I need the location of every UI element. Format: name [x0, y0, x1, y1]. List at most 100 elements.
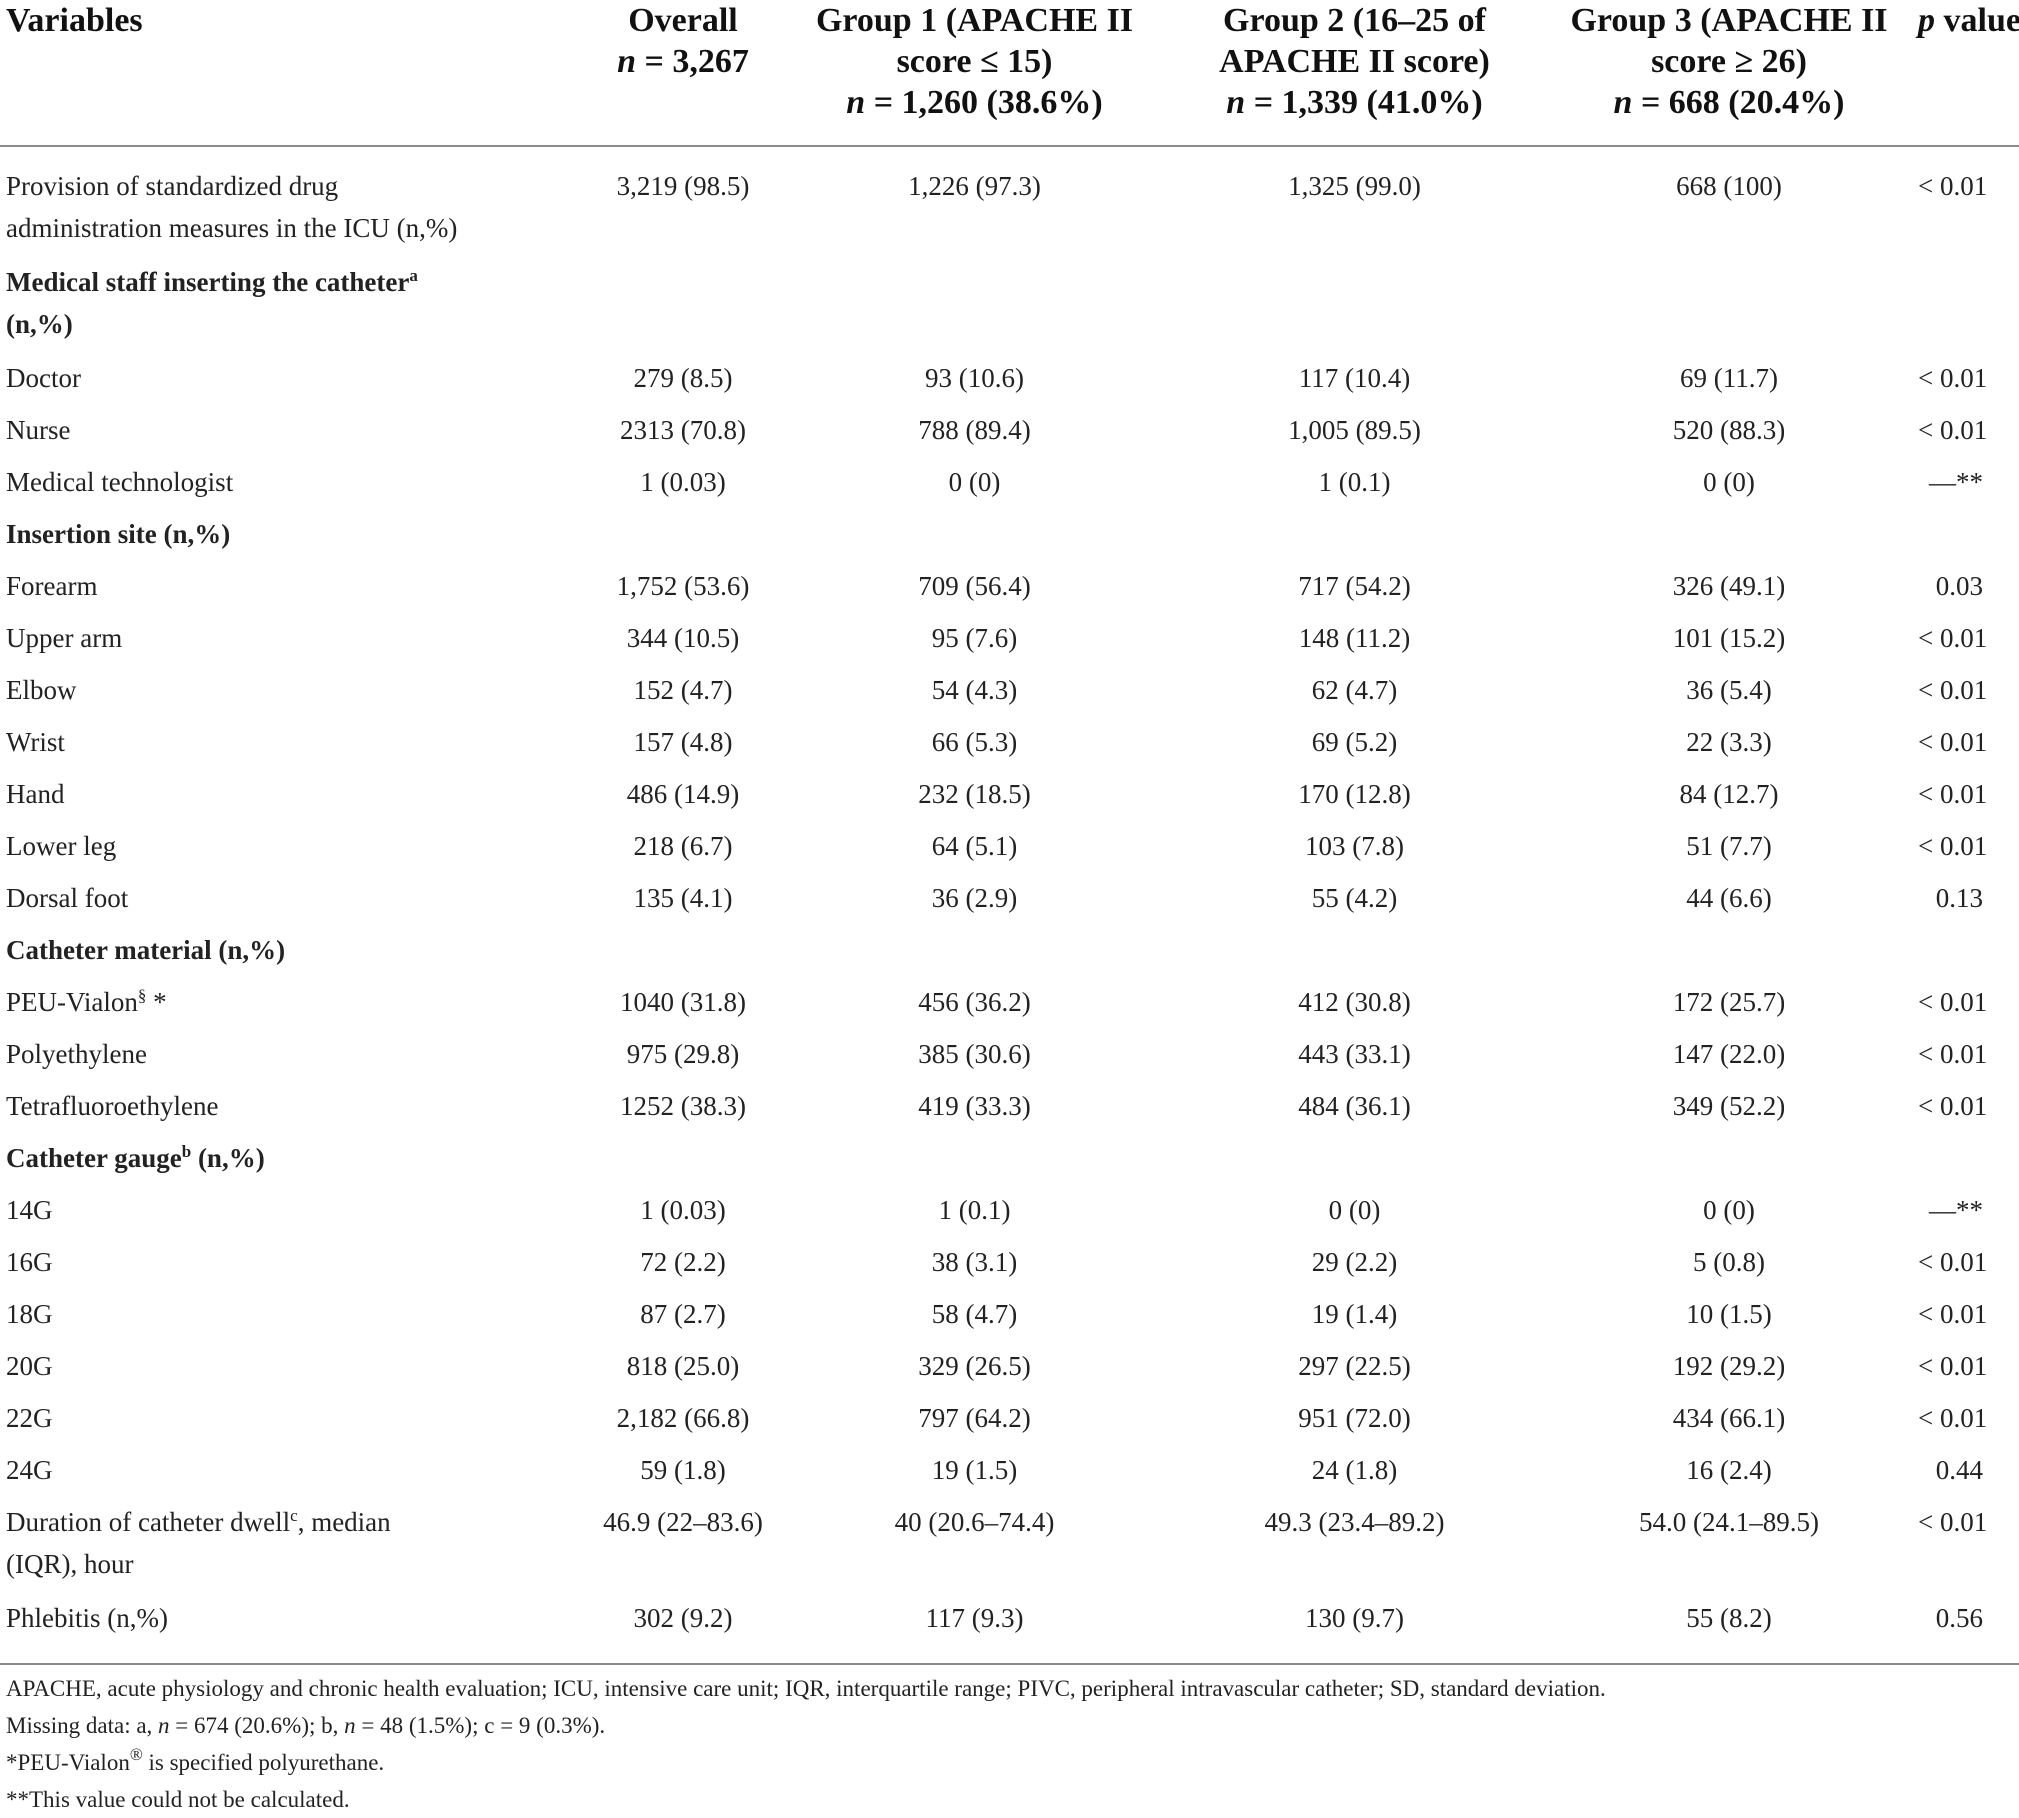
section-label-text: Medical staff inserting the catheter — [6, 267, 410, 297]
cell-group2: 69 (5.2) — [1311, 727, 1398, 757]
n-value: = 3,267 — [636, 43, 749, 80]
cell-group1: 709 (56.4) — [918, 571, 1031, 601]
section-label: Medical staff inserting the cathetera (n,… — [0, 261, 2019, 357]
row-label-text: Duration of catheter dwell — [6, 1507, 291, 1537]
cell-group3: 0 (0) — [1703, 467, 1755, 497]
cell-overall: 2313 (70.8) — [620, 415, 746, 445]
cell-overall: 1 (0.03) — [640, 467, 726, 497]
table-row-nurse: Nurse 2313 (70.8) 788 (89.4) 1,005 (89.5… — [0, 409, 2019, 461]
cell-pvalue: 0.13 — [1935, 883, 1983, 913]
table-row-peu-vialon: PEU-Vialon§ * 1040 (31.8) 456 (36.2) 412… — [0, 981, 2019, 1033]
cell-group2: 412 (30.8) — [1298, 987, 1411, 1017]
header-group2-title-line1: Group 2 (16–25 of — [1223, 2, 1486, 39]
row-label: Wrist — [6, 727, 65, 757]
n-symbol: n — [1226, 84, 1246, 121]
table-footnotes: APACHE, acute physiology and chronic hea… — [6, 1670, 2006, 1818]
cell-group1: 1,226 (97.3) — [908, 171, 1041, 201]
cell-group1: 117 (9.3) — [780, 1597, 1169, 1665]
footnote-missing-data: Missing data: a, n = 674 (20.6%); b, n =… — [6, 1707, 2006, 1744]
section-label-text: Catheter gauge — [6, 1143, 182, 1173]
cell-group2: 103 (7.8) — [1305, 831, 1404, 861]
cell-group1: 66 (5.3) — [931, 727, 1018, 757]
cell-group3: 10 (1.5) — [1686, 1299, 1772, 1329]
cell-group3: 55 (8.2) — [1540, 1597, 1918, 1665]
section-row-catheter-material: Catheter material (n,%) — [0, 929, 2019, 981]
cell-group1: 419 (33.3) — [918, 1091, 1031, 1121]
row-label-suffix: , median — [297, 1507, 391, 1537]
cell-overall: 279 (8.5) — [633, 363, 733, 393]
cell-group2: 297 (22.5) — [1298, 1351, 1411, 1381]
results-table: Variables Overall n = 3,267 Group 1 (APA… — [0, 0, 2019, 1665]
row-label: Provision of standardized drug administra… — [0, 146, 586, 261]
header-overall: Overall n = 3,267 — [586, 0, 780, 147]
row-label: 18G — [6, 1299, 53, 1329]
cell-group2: 55 (4.2) — [1311, 883, 1398, 913]
cell-group3: 434 (66.1) — [1672, 1403, 1786, 1433]
cell-pvalue: < 0.01 — [1918, 675, 1988, 705]
row-label-line1: Provision of standardized drug — [6, 171, 339, 201]
header-pvalue: p value — [1918, 0, 2019, 147]
cell-pvalue: < 0.01 — [1918, 1351, 1988, 1381]
table-row-18g: 18G 87 (2.7) 58 (4.7) 19 (1.4) 10 (1.5) … — [0, 1293, 2019, 1345]
cell-overall: 46.9 (22–83.6) — [603, 1507, 763, 1537]
cell-group1: 788 (89.4) — [918, 415, 1031, 445]
footnote-abbreviations: APACHE, acute physiology and chronic hea… — [6, 1676, 1606, 1701]
section-label: Catheter material (n,%) — [6, 935, 286, 965]
table-row-polyethylene: Polyethylene 975 (29.8) 385 (30.6) 443 (… — [0, 1033, 2019, 1085]
table-row-phlebitis: Phlebitis (n,%) 302 (9.2) 117 (9.3) 130 … — [0, 1597, 2019, 1665]
table-row-provision: Provision of standardized drug administra… — [0, 146, 2019, 261]
table-row-upper-arm: Upper arm 344 (10.5) 95 (7.6) 148 (11.2)… — [0, 617, 2019, 669]
cell-overall: 72 (2.2) — [640, 1247, 726, 1277]
cell-pvalue: < 0.01 — [1918, 1039, 1988, 1069]
cell-pvalue: < 0.01 — [1918, 1299, 1988, 1329]
cell-group2: 443 (33.1) — [1298, 1039, 1411, 1069]
results-table-container: Variables Overall n = 3,267 Group 1 (APA… — [0, 0, 2019, 1665]
table-row-22g: 22G 2,182 (66.8) 797 (64.2) 951 (72.0) 4… — [0, 1397, 2019, 1449]
table-row-lower-leg: Lower leg 218 (6.7) 64 (5.1) 103 (7.8) 5… — [0, 825, 2019, 877]
row-label: Elbow — [6, 675, 77, 705]
cell-group3: 5 (0.8) — [1693, 1247, 1765, 1277]
cell-group1: 329 (26.5) — [918, 1351, 1031, 1381]
header-variables: Variables — [0, 0, 586, 147]
cell-pvalue: < 0.01 — [1918, 727, 1988, 757]
table-row-wrist: Wrist 157 (4.8) 66 (5.3) 69 (5.2) 22 (3.… — [0, 721, 2019, 773]
cell-group2: 117 (10.4) — [1298, 363, 1411, 393]
header-group1-title-line1: Group 1 (APACHE II — [815, 2, 1134, 39]
cell-group3: 44 (6.6) — [1686, 883, 1772, 913]
cell-overall: 135 (4.1) — [633, 883, 733, 913]
cell-group3: 69 (11.7) — [1680, 363, 1778, 393]
header-pvalue-label: value — [1935, 2, 2019, 39]
cell-group2: 1 (0.1) — [1318, 467, 1391, 497]
cell-group1: 19 (1.5) — [931, 1455, 1018, 1485]
table-row-dorsal-foot: Dorsal foot 135 (4.1) 36 (2.9) 55 (4.2) … — [0, 877, 2019, 929]
n-symbol: n — [617, 43, 637, 80]
section-row-catheter-gauge: Catheter gaugeb (n,%) — [0, 1137, 2019, 1189]
cell-pvalue: < 0.01 — [1918, 363, 1988, 393]
section-row-insertion-site: Insertion site (n,%) — [0, 513, 2019, 565]
row-label: 14G — [6, 1195, 53, 1225]
cell-pvalue: < 0.01 — [1918, 623, 1988, 653]
row-label: PEU-Vialon§ * — [0, 981, 586, 1033]
table-row-16g: 16G 72 (2.2) 38 (3.1) 29 (2.2) 5 (0.8) <… — [0, 1241, 2019, 1293]
cell-group3: 36 (5.4) — [1686, 675, 1772, 705]
header-group2: Group 2 (16–25 of APACHE II score) n = 1… — [1169, 0, 1540, 147]
row-label-suffix: * — [146, 987, 167, 1017]
cell-group2: 29 (2.2) — [1311, 1247, 1398, 1277]
table-header: Variables Overall n = 3,267 Group 1 (APA… — [0, 0, 2019, 147]
cell-pvalue: < 0.01 — [1918, 171, 1988, 201]
registered-mark: ® — [129, 1745, 143, 1764]
cell-group3: 22 (3.3) — [1686, 727, 1772, 757]
header-group1-n: n = 1,260 (38.6%) — [780, 82, 1169, 123]
cell-overall: 3,219 (98.5) — [616, 171, 750, 201]
footnote-marker: c — [290, 1506, 298, 1525]
header-group3-title-line1: Group 3 (APACHE II — [1570, 2, 1888, 39]
n-value: = 1,260 (38.6%) — [865, 84, 1103, 121]
n-symbol: n — [344, 1713, 356, 1738]
row-label-line2: administration measures in the ICU (n,%) — [6, 213, 458, 243]
cell-group1: 40 (20.6–74.4) — [894, 1507, 1055, 1537]
section-label-line2: (n,%) — [6, 309, 73, 339]
row-label: 16G — [6, 1247, 53, 1277]
cell-overall: 157 (4.8) — [633, 727, 733, 757]
row-label-text: PEU-Vialon — [6, 987, 138, 1017]
section-row-medical-staff: Medical staff inserting the cathetera (n,… — [0, 261, 2019, 357]
